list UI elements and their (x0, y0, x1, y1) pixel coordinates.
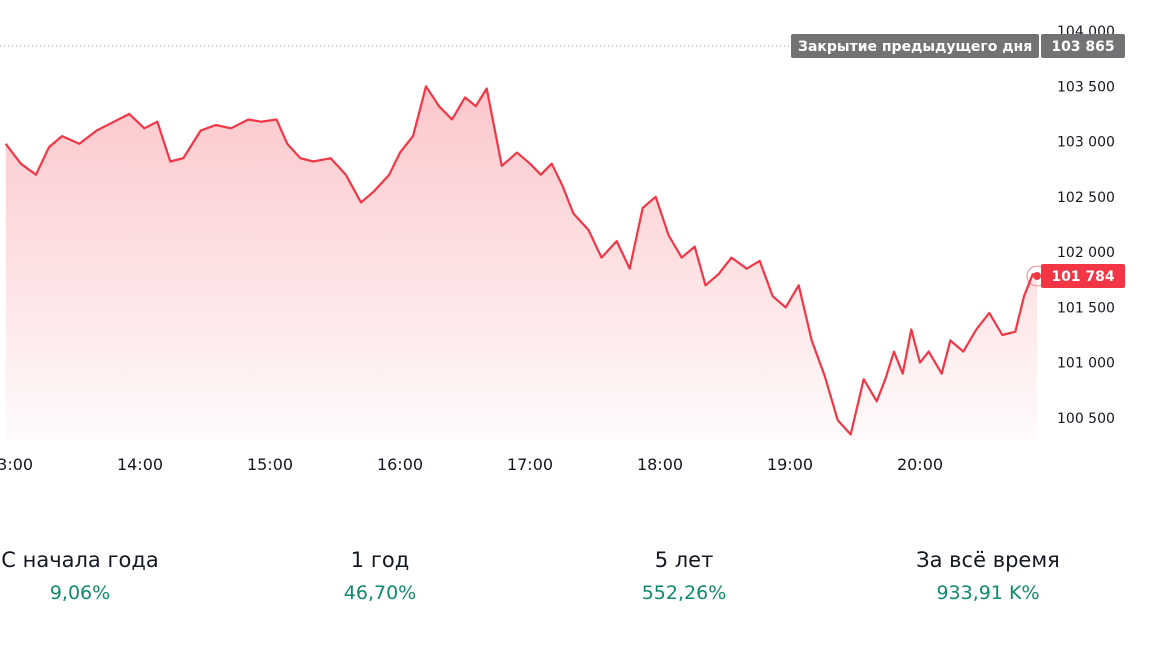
performance-value: 552,26% (641, 582, 727, 604)
y-tick-label: 103 500 (1057, 79, 1115, 95)
x-tick-label: 19:00 (767, 455, 813, 474)
performance-label: За всё время (916, 548, 1060, 572)
performance-ytd[interactable]: С начала года 9,06% (0, 548, 230, 604)
y-tick-label: 102 000 (1057, 245, 1115, 261)
last-price-value: 101 784 (1051, 269, 1115, 285)
performance-value: 933,91 K% (936, 582, 1040, 604)
previous-close-value: 103 865 (1051, 39, 1114, 55)
x-axis: 13:00 14:00 15:00 16:00 17:00 18:00 19:00 20:00 (0, 455, 943, 474)
previous-close-label-bg (791, 33, 1039, 58)
y-tick-label: 103 000 (1057, 135, 1115, 151)
performance-label: 5 лет (654, 548, 714, 572)
previous-close-label: Закрытие предыдущего дня (798, 39, 1032, 55)
price-series-line (4, 85, 1038, 436)
performance-value: 9,06% (49, 582, 111, 604)
previous-close-value-bg (1041, 33, 1125, 58)
last-price-badge: 101 784 (1041, 263, 1125, 288)
x-tick-label: 13:00 (0, 455, 33, 474)
performance-1y[interactable]: 1 год 46,70% (230, 548, 530, 604)
x-tick-label: 20:00 (897, 455, 943, 474)
x-tick-label: 14:00 (117, 455, 163, 474)
price-area-fill (5, 86, 1038, 441)
last-price-dot (1033, 271, 1041, 280)
x-tick-label: 17:00 (507, 455, 553, 474)
x-tick-label: 16:00 (377, 455, 423, 474)
y-tick-label: 100 500 (1057, 411, 1115, 427)
y-tick-label: 102 500 (1057, 190, 1115, 206)
x-tick-label: 18:00 (637, 455, 683, 474)
performance-all-time[interactable]: За всё время 933,91 K% (838, 548, 1138, 604)
y-tick-label: 101 000 (1057, 356, 1115, 372)
performance-5y[interactable]: 5 лет 552,26% (534, 548, 834, 604)
performance-label: С начала года (1, 548, 159, 572)
last-price-value-bg (1041, 263, 1125, 288)
y-tick-label: 101 500 (1057, 300, 1115, 316)
performance-label: 1 год (350, 548, 410, 572)
previous-close-badge: Закрытие предыдущего дня 103 865 (791, 33, 1125, 58)
x-tick-label: 15:00 (247, 455, 293, 474)
performance-value: 46,70% (343, 582, 417, 604)
